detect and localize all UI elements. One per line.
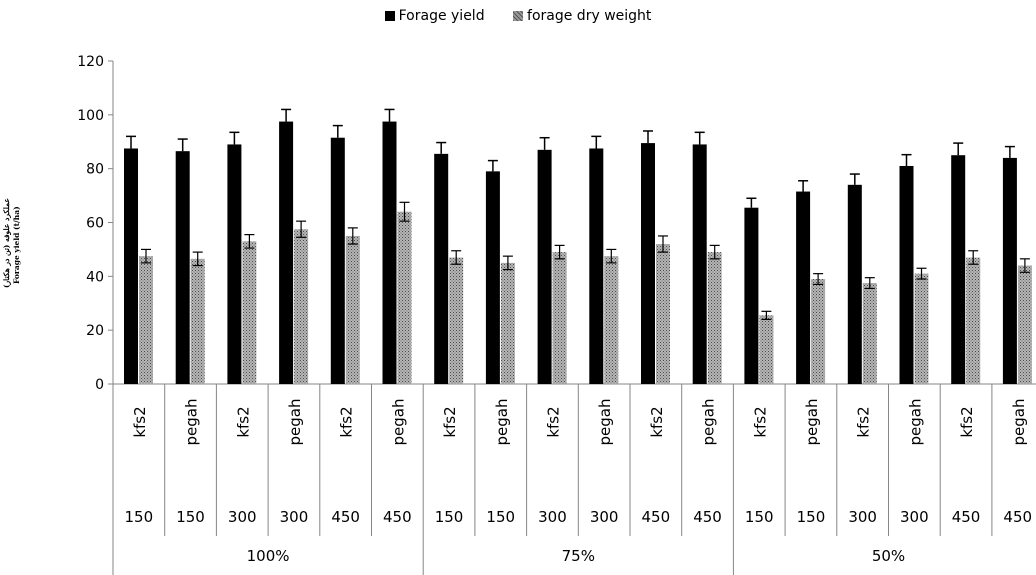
bar-forage-yield <box>899 165 914 384</box>
x-tick-label-dose: 450 <box>642 508 671 526</box>
x-tick-label-dose: 150 <box>797 508 826 526</box>
x-tick-label-cultivar: kfs2 <box>751 406 769 437</box>
bar-forage-dry-weight <box>604 256 619 384</box>
y-tick-label: 20 <box>86 323 104 339</box>
x-tick-label-cultivar: kfs2 <box>441 406 459 437</box>
bar-forage-yield <box>124 148 138 384</box>
x-group-label: 75% <box>562 547 595 565</box>
y-tick-label: 100 <box>77 108 104 124</box>
x-tick-label-cultivar: pegah <box>286 399 304 446</box>
legend-item-forage-dry-weight: forage dry weight <box>513 8 651 24</box>
x-tick-label-cultivar: kfs2 <box>338 406 356 437</box>
bar-forage-dry-weight <box>1017 265 1032 384</box>
x-tick-label-dose: 450 <box>383 508 412 526</box>
x-tick-label-dose: 150 <box>745 508 774 526</box>
bar-forage-yield <box>537 149 552 384</box>
bar-forage-yield <box>175 151 190 384</box>
x-tick-label-dose: 300 <box>280 508 309 526</box>
x-tick-label-dose: 450 <box>331 508 360 526</box>
bar-forage-yield <box>796 191 811 384</box>
bar-forage-yield <box>279 121 294 384</box>
legend-label-forage-yield: Forage yield <box>398 8 485 24</box>
bar-forage-dry-weight <box>914 273 929 384</box>
bar-forage-dry-weight <box>294 229 309 384</box>
x-tick-label-dose: 300 <box>590 508 619 526</box>
x-tick-label-dose: 450 <box>1003 508 1032 526</box>
x-tick-label-cultivar: kfs2 <box>958 406 976 437</box>
bar-forage-dry-weight <box>345 235 360 384</box>
bar-forage-dry-weight <box>552 252 567 384</box>
x-tick-label-cultivar: pegah <box>700 399 718 446</box>
bar-forage-yield <box>847 184 862 384</box>
legend-swatch-hatched <box>513 11 524 21</box>
x-tick-label-dose: 300 <box>228 508 257 526</box>
y-tick-label: 40 <box>86 269 104 285</box>
bar-forage-dry-weight <box>966 257 981 384</box>
bar-forage-dry-weight <box>862 283 877 384</box>
bar-forage-dry-weight <box>500 262 515 384</box>
x-group-label: 100% <box>247 547 290 565</box>
x-tick-label-cultivar: pegah <box>1010 399 1028 446</box>
x-tick-label-cultivar: pegah <box>906 399 924 446</box>
bar-forage-dry-weight <box>190 258 205 384</box>
bar-forage-dry-weight <box>139 256 153 384</box>
x-tick-label-dose: 150 <box>125 508 154 526</box>
x-tick-label-cultivar: pegah <box>183 399 201 446</box>
y-tick-label: 0 <box>95 377 104 393</box>
legend-item-forage-yield: Forage yield <box>384 8 485 24</box>
bar-forage-yield <box>330 137 345 384</box>
bar-forage-yield <box>692 144 707 384</box>
bar-forage-yield <box>589 148 604 384</box>
x-tick-label-cultivar: kfs2 <box>131 406 149 437</box>
x-tick-label-dose: 150 <box>486 508 515 526</box>
bar-forage-yield <box>641 143 655 384</box>
x-tick-label-dose: 300 <box>848 508 877 526</box>
x-tick-label-cultivar: pegah <box>596 399 614 446</box>
bar-forage-dry-weight <box>656 244 670 384</box>
x-tick-label-cultivar: pegah <box>389 399 407 446</box>
bar-forage-dry-weight <box>811 279 826 384</box>
chart-legend: Forage yield forage dry weight <box>0 8 1036 24</box>
y-tick-label: 120 <box>77 54 104 70</box>
bar-forage-dry-weight <box>242 241 257 384</box>
legend-swatch-solid <box>384 11 395 21</box>
bar-forage-dry-weight <box>397 211 412 384</box>
x-tick-label-dose: 150 <box>435 508 464 526</box>
x-tick-label-dose: 450 <box>952 508 981 526</box>
x-group-label: 50% <box>872 547 905 565</box>
bar-forage-yield <box>227 144 242 384</box>
bar-forage-yield <box>744 207 759 384</box>
x-tick-label-cultivar: kfs2 <box>544 406 562 437</box>
bar-forage-dry-weight <box>759 315 774 384</box>
x-tick-label-dose: 300 <box>900 508 929 526</box>
bar-forage-dry-weight <box>707 252 722 384</box>
x-tick-label-cultivar: kfs2 <box>234 406 252 437</box>
bar-forage-yield <box>434 153 449 384</box>
legend-label-forage-dry-weight: forage dry weight <box>527 8 652 24</box>
bar-forage-dry-weight <box>449 257 464 384</box>
y-tick-label: 60 <box>86 216 104 232</box>
x-tick-label-cultivar: kfs2 <box>855 406 873 437</box>
bar-forage-yield <box>1002 157 1017 384</box>
x-tick-label-cultivar: kfs2 <box>648 406 666 437</box>
x-tick-label-dose: 300 <box>538 508 567 526</box>
y-tick-label: 80 <box>86 162 104 178</box>
x-tick-label-dose: 450 <box>693 508 722 526</box>
bar-forage-yield <box>485 171 500 384</box>
bar-forage-yield <box>382 121 397 384</box>
bar-forage-yield <box>951 155 966 384</box>
x-tick-label-cultivar: pegah <box>493 399 511 446</box>
x-tick-label-dose: 150 <box>176 508 205 526</box>
x-tick-label-cultivar: pegah <box>803 399 821 446</box>
